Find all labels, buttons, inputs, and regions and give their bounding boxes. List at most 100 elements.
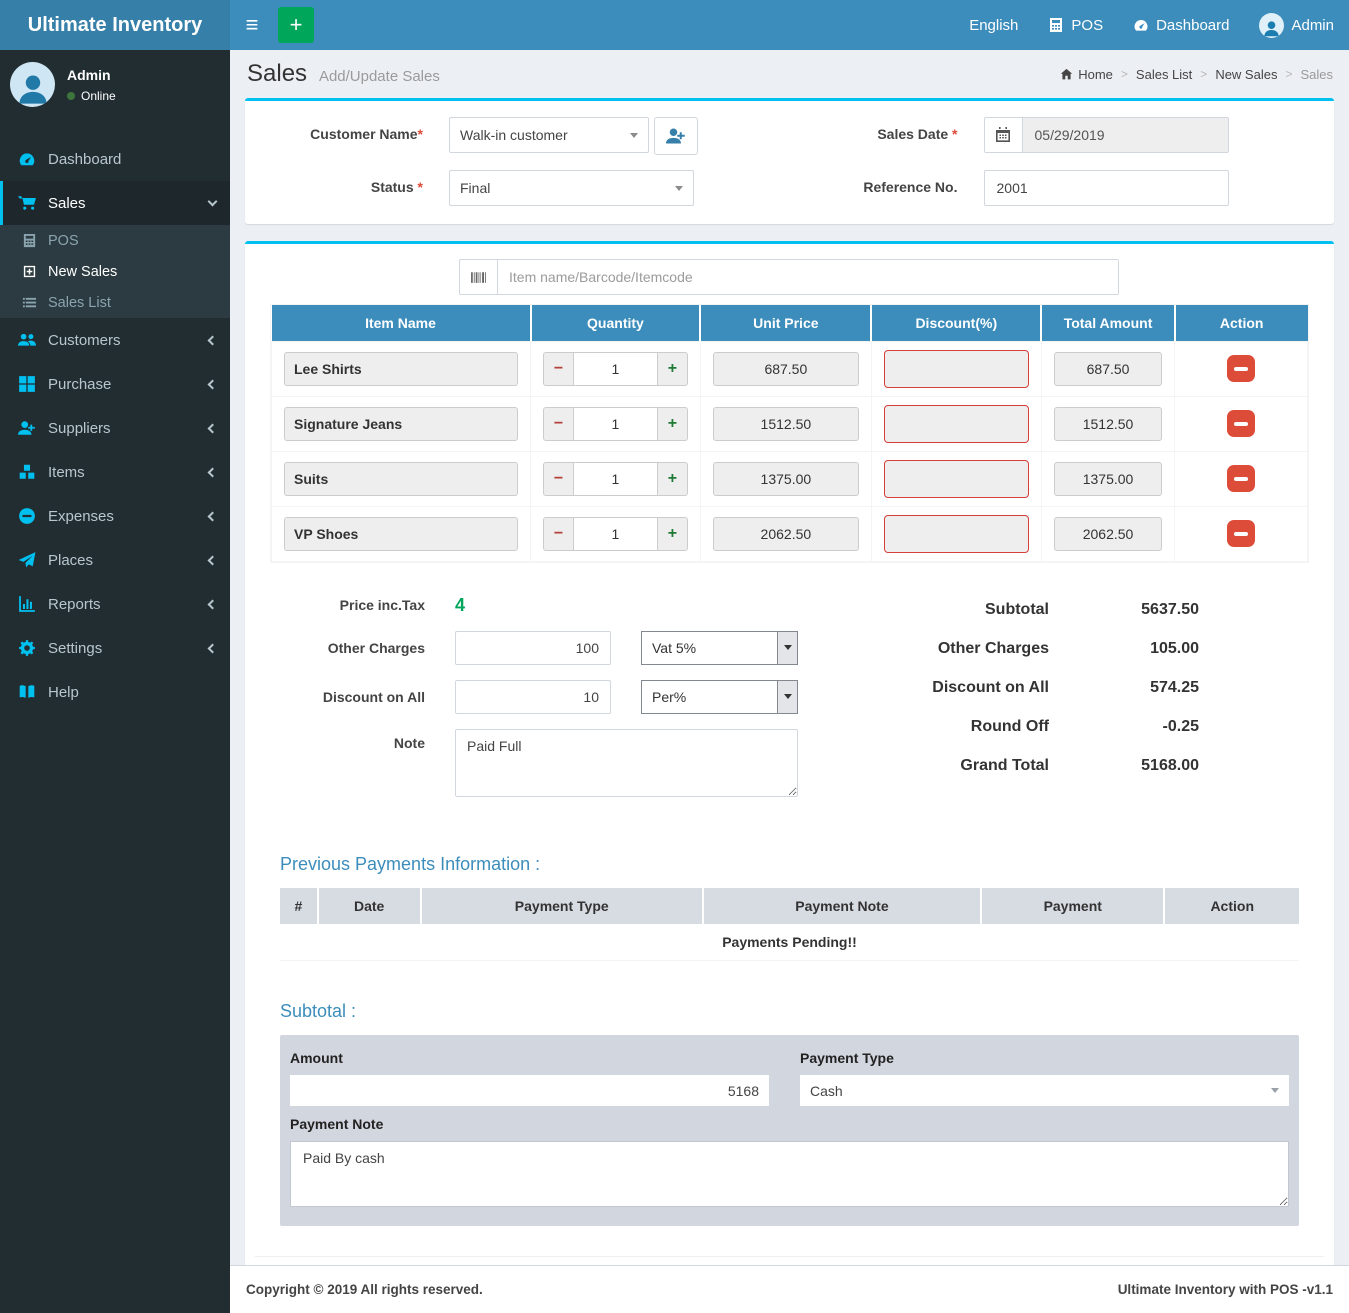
qty-decrease-button[interactable]: − — [544, 353, 573, 385]
breadcrumb-home[interactable]: Home — [1060, 67, 1113, 82]
app-window: Ultimate Inventory ≡ + English POS Dashb… — [0, 0, 1349, 1313]
minus-icon — [1234, 477, 1248, 481]
discount-input[interactable] — [884, 405, 1029, 443]
grand-total-row: Grand Total5168.00 — [839, 757, 1199, 775]
item-search-input[interactable] — [498, 260, 1118, 294]
qty-increase-button[interactable]: + — [658, 353, 687, 385]
remove-item-button[interactable] — [1227, 520, 1255, 547]
sales-date-input[interactable] — [1023, 118, 1228, 152]
other-charges-type-select[interactable]: Vat 5% — [641, 631, 798, 665]
payment-note-textarea[interactable]: Paid By cash — [290, 1141, 1289, 1207]
user-menu[interactable]: Admin — [1244, 0, 1349, 50]
note-textarea[interactable]: Paid Full — [455, 729, 798, 797]
previous-payments-section: Previous Payments Information : # Date P… — [280, 854, 1299, 962]
col-header-payment-type: Payment Type — [421, 888, 703, 924]
unit-price-field: 687.50 — [713, 352, 859, 386]
sidebar-item-sales-list[interactable]: Sales List — [0, 287, 230, 318]
breadcrumb-sales-list[interactable]: Sales List — [1136, 67, 1192, 82]
nav-dashboard-link[interactable]: Dashboard — [1118, 0, 1244, 50]
sidebar-item-pos[interactable]: POS — [0, 225, 230, 256]
quantity-input[interactable] — [573, 353, 658, 385]
sidebar-item-customers[interactable]: Customers — [0, 318, 230, 362]
item-name-field: Lee Shirts — [284, 352, 518, 386]
customer-name-label: Customer Name* — [255, 117, 423, 142]
main-content: Sales Add/Update Sales Home > Sales List… — [230, 50, 1349, 1265]
previous-payments-title: Previous Payments Information : — [280, 854, 1299, 875]
app-logo[interactable]: Ultimate Inventory — [0, 0, 230, 50]
sidebar-item-suppliers[interactable]: Suppliers — [0, 406, 230, 450]
chevron-left-icon — [208, 423, 218, 433]
amount-input[interactable] — [290, 1075, 769, 1106]
minus-icon — [1234, 532, 1248, 536]
other-charges-label: Other Charges — [270, 640, 425, 656]
remove-item-button[interactable] — [1227, 410, 1255, 437]
remove-item-button[interactable] — [1227, 465, 1255, 492]
book-icon — [18, 683, 36, 701]
user-avatar — [1259, 13, 1284, 38]
page-subtitle: Add/Update Sales — [319, 68, 440, 85]
note-label: Note — [270, 729, 425, 751]
discount-on-all-input[interactable] — [455, 680, 611, 714]
payment-type-label: Payment Type — [800, 1050, 1289, 1066]
discount-type-select[interactable]: Per% — [641, 680, 798, 714]
quick-add-button[interactable]: + — [278, 7, 314, 43]
sidebar-item-settings[interactable]: Settings — [0, 626, 230, 670]
remove-item-button[interactable] — [1227, 355, 1255, 382]
sales-header-form: Customer Name* Walk-in customer Sales Da… — [245, 98, 1334, 224]
add-customer-button[interactable] — [654, 117, 698, 155]
customer-name-select[interactable]: Walk-in customer — [449, 117, 649, 153]
qty-decrease-button[interactable]: − — [544, 518, 573, 550]
plus-icon: + — [290, 12, 303, 38]
qty-increase-button[interactable]: + — [658, 463, 687, 495]
qty-increase-button[interactable]: + — [658, 408, 687, 440]
sidebar-toggle-button[interactable]: ≡ — [230, 0, 274, 50]
sales-items-box: Item Name Quantity Unit Price Discount(%… — [245, 241, 1334, 1265]
quantity-input[interactable] — [573, 518, 658, 550]
sidebar-menu: Dashboard Sales POS New Sales Sales Li — [0, 137, 230, 714]
sidebar-item-help[interactable]: Help — [0, 670, 230, 714]
minus-circle-icon — [18, 507, 36, 525]
chevron-down-icon — [208, 196, 218, 206]
sidebar-item-dashboard[interactable]: Dashboard — [0, 137, 230, 181]
hamburger-icon: ≡ — [246, 12, 259, 38]
breadcrumb-new-sales[interactable]: New Sales — [1215, 67, 1277, 82]
nav-pos-link[interactable]: POS — [1033, 0, 1118, 50]
sidebar-item-purchase[interactable]: Purchase — [0, 362, 230, 406]
sidebar-item-reports[interactable]: Reports — [0, 582, 230, 626]
chevron-down-icon — [1271, 1088, 1279, 1093]
sidebar-item-items[interactable]: Items — [0, 450, 230, 494]
col-header-action: Action — [1175, 305, 1308, 341]
chevron-left-icon — [208, 643, 218, 653]
select-dropdown-button — [777, 632, 797, 664]
list-icon — [22, 295, 37, 310]
sales-submenu: POS New Sales Sales List — [0, 225, 230, 318]
sidebar-item-sales[interactable]: Sales — [0, 181, 230, 225]
payment-type-select[interactable]: Cash — [800, 1075, 1289, 1106]
qty-decrease-button[interactable]: − — [544, 408, 573, 440]
sales-date-label: Sales Date * — [790, 117, 958, 142]
status-select[interactable]: Final — [449, 170, 694, 206]
discount-input[interactable] — [884, 460, 1029, 498]
quantity-input[interactable] — [573, 408, 658, 440]
discount-input[interactable] — [884, 350, 1029, 388]
sidebar-item-expenses[interactable]: Expenses — [0, 494, 230, 538]
qty-increase-button[interactable]: + — [658, 518, 687, 550]
reference-no-input[interactable] — [984, 170, 1229, 206]
other-charges-input[interactable] — [455, 631, 611, 665]
discount-input[interactable] — [884, 515, 1029, 553]
col-header-number: # — [280, 888, 318, 924]
subtotal-row: Subtotal5637.50 — [839, 601, 1199, 619]
total-amount-field: 687.50 — [1054, 352, 1163, 386]
payment-panel: Amount Payment Type Cash Payment Note — [280, 1035, 1299, 1226]
chevron-left-icon — [208, 555, 218, 565]
col-header-action: Action — [1164, 888, 1299, 924]
unit-price-field: 1375.00 — [713, 462, 859, 496]
sidebar-item-places[interactable]: Places — [0, 538, 230, 582]
total-amount-field: 1375.00 — [1054, 462, 1163, 496]
calendar-button[interactable] — [985, 118, 1023, 152]
payments-empty-row: Payments Pending!! — [280, 924, 1299, 961]
quantity-input[interactable] — [573, 463, 658, 495]
sidebar-item-new-sales[interactable]: New Sales — [0, 256, 230, 287]
language-menu[interactable]: English — [954, 0, 1033, 50]
qty-decrease-button[interactable]: − — [544, 463, 573, 495]
